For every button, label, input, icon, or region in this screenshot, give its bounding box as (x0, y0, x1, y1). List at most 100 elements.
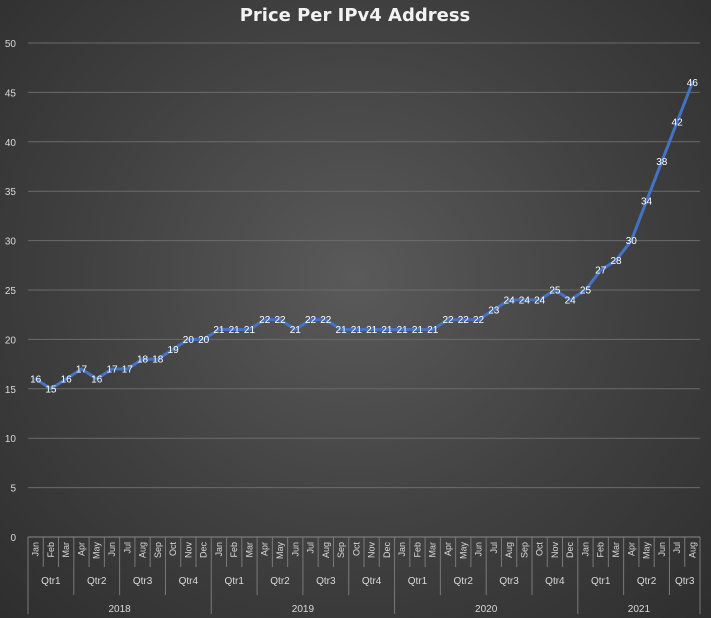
month-label: Nov (183, 542, 193, 559)
quarter-label: Qtr2 (637, 576, 657, 587)
data-point (34, 377, 38, 381)
data-label: 22 (274, 315, 286, 326)
month-label: Jul (672, 542, 682, 554)
data-point (324, 318, 328, 322)
quarter-label: Qtr3 (675, 576, 695, 587)
data-point (446, 318, 450, 322)
data-point (217, 328, 221, 332)
month-label: Jun (657, 542, 667, 557)
data-label: 21 (229, 325, 241, 336)
price-series-line (34, 81, 694, 391)
month-label: May (275, 542, 285, 560)
y-tick-label: 45 (5, 88, 17, 99)
data-point (385, 328, 389, 332)
month-label: Nov (367, 542, 377, 559)
month-label: Jun (290, 542, 300, 557)
data-label: 25 (580, 286, 592, 297)
month-label: Feb (46, 542, 56, 558)
data-point (583, 288, 587, 292)
month-label: Apr (260, 542, 270, 556)
month-label: Mar (611, 542, 621, 558)
y-tick-label: 35 (5, 187, 17, 198)
data-label: 24 (565, 295, 577, 306)
data-point (232, 328, 236, 332)
month-label: Aug (138, 542, 148, 558)
data-label: 24 (519, 295, 531, 306)
month-label: Dec (565, 542, 575, 559)
data-point (309, 318, 313, 322)
year-label: 2020 (475, 604, 498, 615)
data-label: 21 (412, 325, 424, 336)
data-point (645, 199, 649, 203)
data-point (202, 337, 206, 341)
month-label: Mar (61, 542, 71, 558)
quarter-label: Qtr1 (408, 576, 428, 587)
year-label: 2019 (292, 604, 315, 615)
data-label: 21 (336, 325, 348, 336)
data-point (431, 328, 435, 332)
data-point (568, 298, 572, 302)
data-label: 18 (137, 355, 149, 366)
data-label: 28 (610, 256, 622, 267)
data-point (492, 308, 496, 312)
data-point (370, 328, 374, 332)
month-label: Jun (474, 542, 484, 557)
data-label: 21 (427, 325, 439, 336)
data-label: 24 (504, 295, 516, 306)
month-label: Feb (596, 542, 606, 558)
data-point (690, 81, 694, 85)
data-label: 19 (168, 345, 180, 356)
quarter-label: Qtr2 (87, 576, 107, 587)
x-axis: Jan Feb Mar Apr May Jun Jul Aug Sep Oct Nov Dec Jan F… (27, 536, 701, 615)
month-label: Dec (382, 542, 392, 559)
month-label: Mar (244, 542, 254, 558)
month-label: Sep (153, 542, 163, 558)
quarter-label: Qtr2 (454, 576, 474, 587)
series-layer (34, 81, 694, 391)
data-label: 22 (305, 315, 317, 326)
data-label: 20 (198, 335, 210, 346)
month-label: Aug (504, 542, 514, 558)
month-label: Feb (412, 542, 422, 558)
data-label: 17 (76, 365, 88, 376)
data-label: 22 (473, 315, 485, 326)
data-point (507, 298, 511, 302)
data-label: 18 (152, 355, 164, 366)
data-point (125, 367, 129, 371)
data-label: 20 (183, 335, 195, 346)
data-label: 22 (320, 315, 332, 326)
data-label: 34 (641, 197, 653, 208)
data-label: 16 (91, 374, 103, 385)
data-label: 38 (656, 157, 668, 168)
y-tick-label: 15 (5, 385, 17, 396)
data-point (64, 377, 68, 381)
data-point (339, 328, 343, 332)
month-label: Feb (229, 542, 239, 558)
y-tick-label: 5 (10, 484, 16, 495)
data-point (660, 160, 664, 164)
data-point (675, 120, 679, 124)
quarter-label: Qtr4 (545, 576, 565, 587)
data-point (629, 239, 633, 243)
quarter-label: Qtr1 (591, 576, 611, 587)
month-label: Apr (626, 542, 636, 556)
month-label: Jan (31, 542, 41, 557)
data-point (599, 268, 603, 272)
month-label: Sep (519, 542, 529, 558)
year-label: 2021 (628, 604, 651, 615)
month-label: Jul (122, 542, 132, 554)
data-label: 22 (458, 315, 470, 326)
data-point (614, 258, 618, 262)
month-label: Aug (321, 542, 331, 558)
data-point (171, 347, 175, 351)
data-label: 16 (30, 374, 42, 385)
month-label: Jun (107, 542, 117, 557)
quarter-label: Qtr3 (316, 576, 336, 587)
data-point (247, 328, 251, 332)
month-label: Aug (687, 542, 697, 558)
data-label: 21 (290, 325, 302, 336)
data-label: 23 (488, 305, 500, 316)
data-point (156, 357, 160, 361)
